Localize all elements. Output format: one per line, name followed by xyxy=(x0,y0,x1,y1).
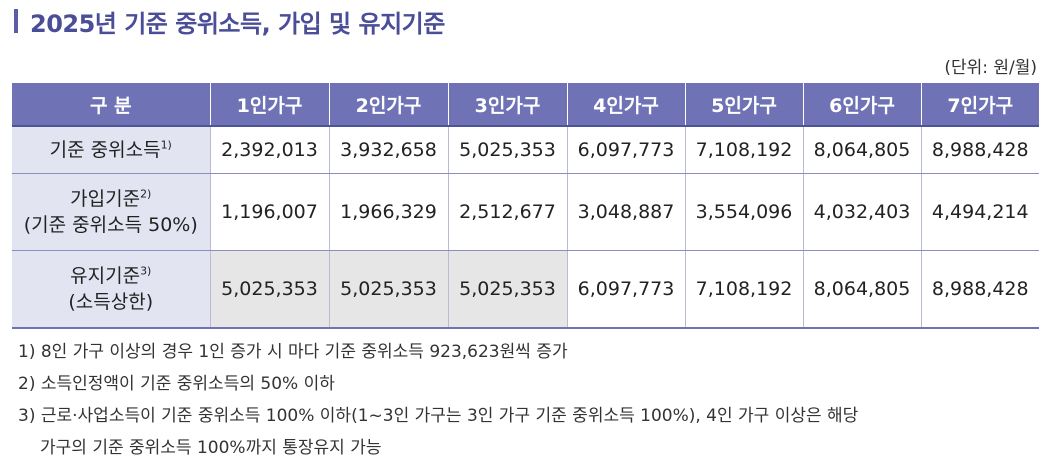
header-3-person: 3인가구 xyxy=(447,83,567,126)
row-label-text: 유지기준 xyxy=(70,265,141,287)
table-cell: 6,097,773 xyxy=(566,250,685,329)
title-block: 2025년 기준 중위소득, 가입 및 유지기준 xyxy=(14,4,445,38)
table-cell: 1,966,329 xyxy=(328,173,448,251)
table-cell: 8,988,428 xyxy=(920,126,1039,174)
unit-label: (단위: 원/월) xyxy=(944,58,1037,78)
row-label-text: 기준 중위소득 xyxy=(49,139,161,161)
table-cell: 2,392,013 xyxy=(209,126,329,174)
footnote-marker: 3) xyxy=(140,264,152,278)
table-cell: 2,512,677 xyxy=(447,173,567,251)
footnote-2: 2) 소득인정액이 기준 중위소득의 50% 이하 xyxy=(18,374,335,394)
table-row-median-income: 기준 중위소득1) 2,392,013 3,932,658 5,025,353 … xyxy=(12,126,1039,174)
table-cell: 3,048,887 xyxy=(566,173,685,251)
row-label-subtext: (기준 중위소득 50%) xyxy=(23,214,198,236)
row-label-maintain-criteria: 유지기준3) (소득상한) xyxy=(12,250,210,329)
row-label-subtext: (소득상한) xyxy=(68,291,154,313)
table-cell: 4,494,214 xyxy=(920,173,1039,251)
table-cell-capped: 5,025,353 xyxy=(447,250,567,329)
table-cell: 8,064,805 xyxy=(802,126,921,174)
row-label-text: 가입기준 xyxy=(70,188,141,210)
table-cell: 4,032,403 xyxy=(802,173,921,251)
row-label-join-criteria: 가입기준2) (기준 중위소득 50%) xyxy=(12,173,210,251)
footnotes: 1) 8인 가구 이상의 경우 1인 증가 시 마다 기준 중위소득 923,6… xyxy=(18,336,858,464)
footnote-marker: 2) xyxy=(140,187,152,201)
table-cell: 3,932,658 xyxy=(328,126,448,174)
header-category: 구 분 xyxy=(12,83,210,126)
table-row-maintain-criteria: 유지기준3) (소득상한) 5,025,353 5,025,353 5,025,3… xyxy=(12,250,1039,329)
table-cell-capped: 5,025,353 xyxy=(209,250,329,329)
table-cell: 8,064,805 xyxy=(802,250,921,329)
table-cell: 1,196,007 xyxy=(209,173,329,251)
header-7-person: 7인가구 xyxy=(920,83,1039,126)
table-cell: 3,554,096 xyxy=(684,173,803,251)
table-cell: 8,988,428 xyxy=(920,250,1039,329)
header-4-person: 4인가구 xyxy=(566,83,685,126)
income-standard-table: 구 분 1인가구 2인가구 3인가구 4인가구 5인가구 6인가구 7인가구 기… xyxy=(12,83,1039,329)
table-row-join-criteria: 가입기준2) (기준 중위소득 50%) 1,196,007 1,966,329 … xyxy=(12,173,1039,251)
table-cell-capped: 5,025,353 xyxy=(328,250,448,329)
header-5-person: 5인가구 xyxy=(684,83,803,126)
footnote-3-continued: 가구의 기준 중위소득 100%까지 통장유지 가능 xyxy=(40,438,382,458)
table-cell: 5,025,353 xyxy=(447,126,567,174)
table-cell: 7,108,192 xyxy=(684,250,803,329)
header-2-person: 2인가구 xyxy=(328,83,448,126)
footnote-marker: 1) xyxy=(160,138,172,152)
table-cell: 6,097,773 xyxy=(566,126,685,174)
footnote-1: 1) 8인 가구 이상의 경우 1인 증가 시 마다 기준 중위소득 923,6… xyxy=(18,342,568,362)
header-6-person: 6인가구 xyxy=(802,83,921,126)
title-accent-bar xyxy=(14,9,18,33)
row-label-median-income: 기준 중위소득1) xyxy=(12,126,210,174)
footnote-3: 3) 근로·사업소득이 기준 중위소득 100% 이하(1~3인 가구는 3인 … xyxy=(18,406,859,426)
table-cell: 7,108,192 xyxy=(684,126,803,174)
table-header-row: 구 분 1인가구 2인가구 3인가구 4인가구 5인가구 6인가구 7인가구 xyxy=(12,83,1039,126)
page-title: 2025년 기준 중위소득, 가입 및 유지기준 xyxy=(30,9,445,38)
header-1-person: 1인가구 xyxy=(209,83,329,126)
